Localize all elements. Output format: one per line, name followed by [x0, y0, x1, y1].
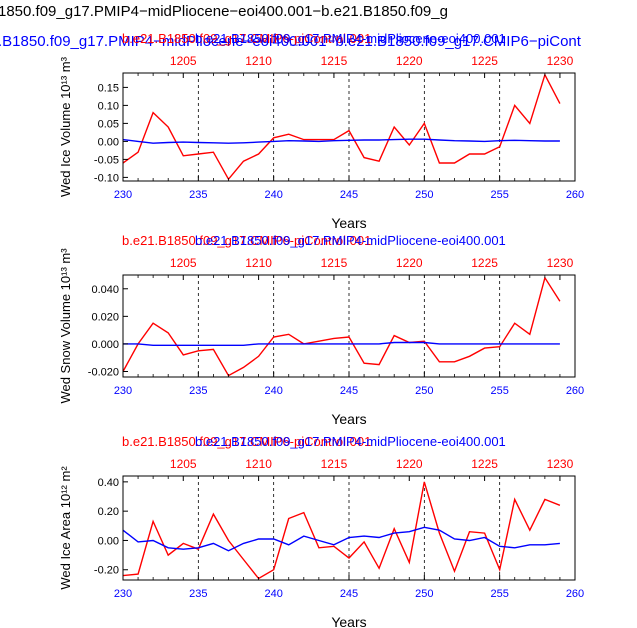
x-tick-label: 240 [264, 588, 282, 600]
top-tick-label: 1210 [245, 256, 272, 270]
x-tick-label: 230 [114, 189, 132, 201]
top-tick-label: 1215 [321, 457, 348, 471]
y-tick-label: 0.40 [98, 477, 119, 489]
top-tick-label: 1230 [547, 457, 574, 471]
run-label-blue: b.e21.B1850.f09_g17.PMIP4-midPliocene-eo… [195, 434, 506, 449]
top-tick-label: 1210 [245, 54, 272, 68]
run-label-red: b.e21.B1850.f09_g17.CMIP6-piControl.001 [122, 233, 371, 248]
top-tick-label: 1210 [245, 457, 272, 471]
top-tick-label: 1225 [471, 256, 498, 270]
series-line-red [122, 481, 561, 580]
run-label-blue: b.e21.B1850.f09_g17.PMIP4-midPliocene-eo… [195, 31, 506, 46]
y-tick-label: 0.05 [98, 118, 119, 130]
x-tick-label: 255 [490, 385, 508, 397]
y-tick-label: 0.040 [91, 284, 119, 296]
series-line-blue [122, 138, 560, 144]
top-tick-label: 1215 [321, 54, 348, 68]
plot-frame [122, 475, 576, 581]
x-tick-label: 245 [340, 588, 358, 600]
y-tick-label: -0.10 [94, 172, 119, 184]
top-tick-label: 1220 [396, 54, 423, 68]
top-tick-label: 1230 [547, 54, 574, 68]
y-tick-label: 0.000 [91, 339, 119, 351]
panel-2: 230 235 240 245 250 255 260 1205 1210 1215 1220 122… [58, 233, 584, 427]
x-tick-label: 250 [415, 588, 433, 600]
panels: 230 235 240 245 250 255 260 1205 1210 1215 1220 122… [58, 31, 584, 628]
x-tick-label: 260 [566, 588, 584, 600]
x-tick-label: 245 [340, 189, 358, 201]
top-tick-label: 1215 [321, 256, 348, 270]
x-tick-label: 245 [340, 385, 358, 397]
y-tick-label: 0.00 [98, 535, 119, 547]
x-tick-label: 255 [490, 588, 508, 600]
panel-1: 230 235 240 245 250 255 260 1205 1210 1215 1220 122… [58, 31, 584, 231]
x-tick-label: 230 [114, 588, 132, 600]
x-tick-label: 255 [490, 189, 508, 201]
series-line-red [122, 72, 561, 181]
top-tick-label: 1205 [170, 256, 197, 270]
x-tick-label: 240 [264, 385, 282, 397]
y-tick-label: 0.20 [98, 506, 119, 518]
x-tick-label: 240 [264, 189, 282, 201]
x-tick-label: 235 [189, 189, 207, 201]
y-tick-label: 0.15 [98, 82, 119, 94]
run-label-red: b.e21.B1850.f09_g17.CMIP6-piControl.001 [122, 434, 371, 449]
y-tick-label: 0.10 [98, 100, 119, 112]
x-tick-label: 235 [189, 385, 207, 397]
top-tick-label: 1225 [471, 54, 498, 68]
y-axis-title: Wed Snow Volume 10¹³ m³ [58, 248, 73, 404]
header-title-line2: .B1850.f09_g17.PMIP4−midPliocene−eoi400.… [0, 33, 582, 50]
top-tick-label: 1225 [471, 457, 498, 471]
x-tick-label: 260 [566, 189, 584, 201]
x-axis-title: Years [331, 411, 366, 427]
y-tick-label: 0.020 [91, 311, 119, 323]
series-line-red [122, 276, 561, 377]
x-axis-title: Years [331, 614, 366, 628]
y-axis-title: Wed Ice Area 10¹² m² [58, 466, 73, 590]
panel-3: 230 235 240 245 250 255 260 1205 1210 1215 1220 122… [58, 434, 584, 628]
run-label-red: b.e21.B1850.f09_g17.CMIP6-piControl.001 [122, 31, 371, 46]
x-tick-label: 250 [415, 385, 433, 397]
run-label-blue: b.e21.B1850.f09_g17.PMIP4-midPliocene-eo… [195, 233, 506, 248]
top-tick-label: 1205 [170, 457, 197, 471]
y-tick-label: 0.00 [98, 136, 119, 148]
series-line-blue [122, 526, 560, 552]
top-tick-label: 1220 [396, 457, 423, 471]
x-tick-label: 260 [566, 385, 584, 397]
x-tick-label: 250 [415, 189, 433, 201]
top-tick-label: 1205 [170, 54, 197, 68]
x-tick-label: 235 [189, 588, 207, 600]
header-title-line1: 1850.f09_g17.PMIP4−midPliocene−eoi400.00… [0, 3, 448, 20]
top-tick-label: 1220 [396, 256, 423, 270]
y-tick-label: -0.05 [94, 154, 119, 166]
series-line-blue [123, 341, 560, 346]
top-tick-label: 1230 [547, 256, 574, 270]
y-tick-label: -0.020 [88, 366, 119, 378]
y-tick-label: -0.20 [94, 565, 119, 577]
x-axis-title: Years [331, 215, 366, 231]
x-tick-label: 230 [114, 385, 132, 397]
y-axis-title: Wed Ice Volume 10¹³ m³ [58, 56, 73, 197]
